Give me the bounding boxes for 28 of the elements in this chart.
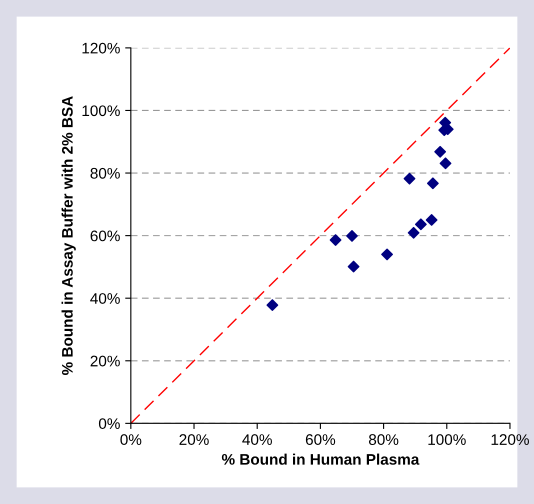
y-tick-label: 80%	[90, 168, 120, 179]
y-tick-label: 60%	[90, 230, 120, 242]
point	[426, 177, 439, 190]
x-tick-label: 120%	[492, 434, 529, 445]
x-tick-label: 100%	[428, 434, 466, 445]
y-tick-label: 20%	[90, 356, 120, 366]
point	[346, 230, 358, 242]
point	[266, 299, 278, 311]
y-tick-label: 120%	[82, 42, 120, 54]
x-tick-label: 20%	[180, 434, 209, 445]
x-tick-label: 40%	[242, 434, 272, 445]
point	[440, 157, 452, 170]
y-tick-label: 40%	[90, 293, 120, 304]
point	[414, 218, 427, 230]
x-axis-title: % Bound in Human Plasma	[222, 454, 420, 465]
point	[381, 248, 393, 260]
point	[330, 234, 342, 246]
y-tick-label: 0%	[98, 418, 120, 430]
point	[404, 172, 416, 185]
x-tick-label: 80%	[368, 434, 398, 445]
point	[408, 226, 420, 239]
point	[426, 214, 438, 226]
y-axis-title: % Bound in Assay Buffer with 2% BSA	[62, 96, 76, 376]
point	[348, 260, 360, 272]
x-tick-label: 60%	[306, 434, 336, 445]
y-tick-label: 100%	[82, 105, 120, 116]
point	[434, 146, 446, 158]
x-tick-label: 0%	[120, 434, 142, 445]
